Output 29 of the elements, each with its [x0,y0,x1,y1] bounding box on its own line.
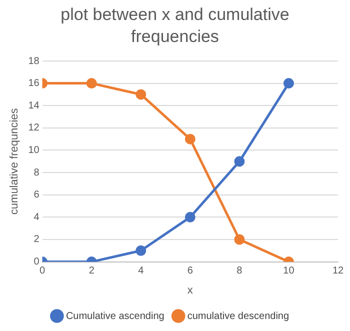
point [136,245,146,256]
y-axis-title: cumulative frequncies [8,108,21,215]
y-tick-label: 10 [28,144,40,156]
y-tick-label: 8 [34,167,40,178]
x-tick-label: 4 [138,266,144,277]
point [86,78,97,89]
y-tick-label: 14 [28,100,40,112]
point [234,156,245,167]
x-tick-label: 2 [88,266,95,277]
y-tick-label: 6 [34,190,40,201]
point [283,78,294,89]
x-tick-label: 6 [187,266,194,277]
chart-title: plot between x and cumulative frequencies [60,4,290,48]
y-tick-label: 18 [28,56,40,67]
y-tick-label: 4 [34,212,40,223]
x-tick-label: 10 [283,266,295,277]
y-tick-label: 2 [34,234,40,246]
point [234,234,245,245]
x-tick-label: 8 [236,266,243,277]
y-tick-label: 16 [28,78,40,90]
legend-label: cumulative descending [187,310,290,322]
legend-label: Cumulative ascending [66,310,164,322]
y-tick-label: 0 [34,256,40,268]
x-tick-label: 12 [332,266,344,277]
point [136,89,146,100]
y-tick-label: 12 [28,122,40,134]
x-axis-title: x [187,284,194,296]
point [184,212,196,222]
point [184,134,196,144]
